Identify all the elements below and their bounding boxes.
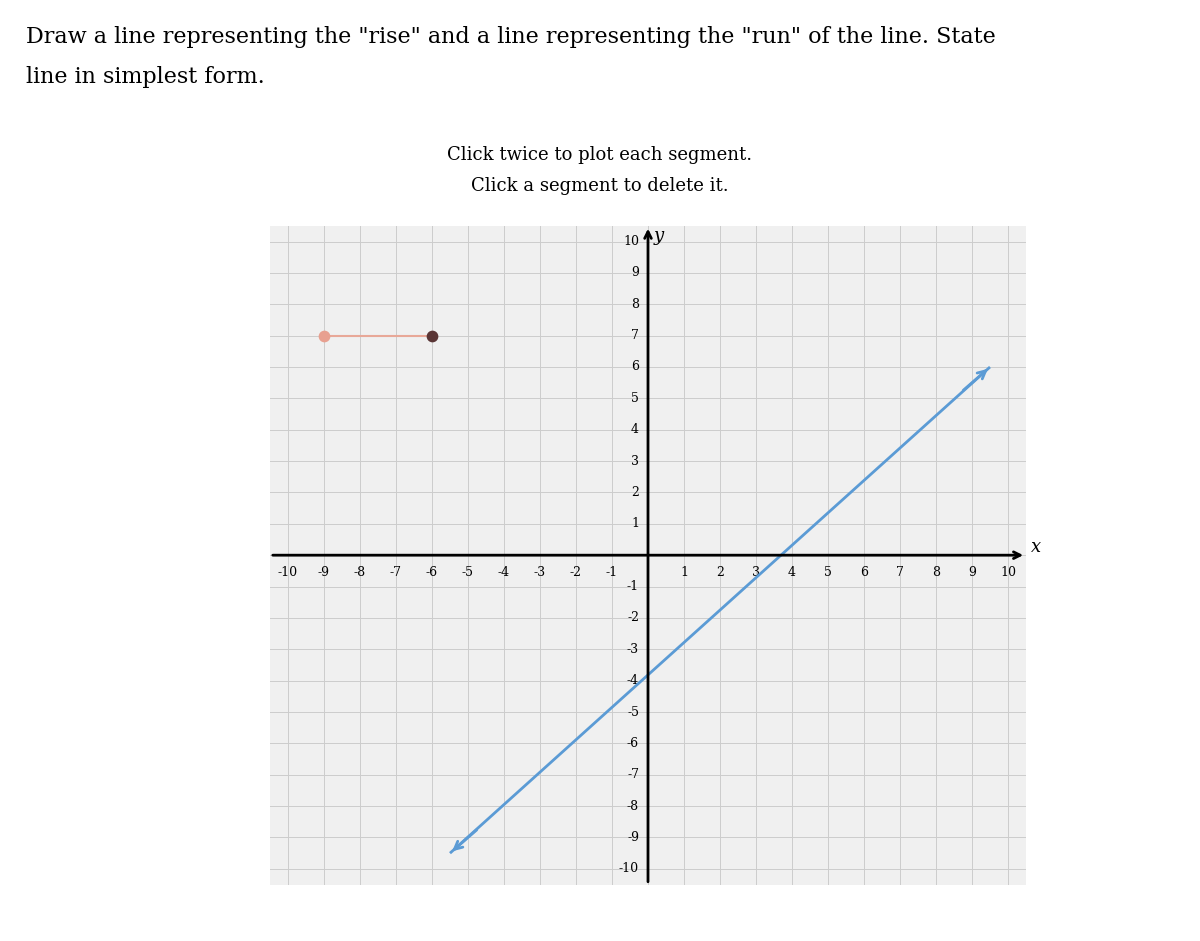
Text: -6: -6 xyxy=(626,737,640,750)
Text: -3: -3 xyxy=(534,566,546,579)
Text: 7: 7 xyxy=(896,566,904,579)
Text: 8: 8 xyxy=(932,566,940,579)
Text: line in simplest form.: line in simplest form. xyxy=(26,66,265,88)
Text: 10: 10 xyxy=(1000,566,1016,579)
Text: Click a segment to delete it.: Click a segment to delete it. xyxy=(472,177,728,195)
Text: -10: -10 xyxy=(278,566,298,579)
Text: 6: 6 xyxy=(631,360,640,374)
Text: 3: 3 xyxy=(752,566,760,579)
Text: -2: -2 xyxy=(628,612,640,625)
Text: 4: 4 xyxy=(788,566,796,579)
Text: 7: 7 xyxy=(631,329,640,343)
Text: -9: -9 xyxy=(318,566,330,579)
Text: -5: -5 xyxy=(628,706,640,719)
Text: -1: -1 xyxy=(606,566,618,579)
Text: -10: -10 xyxy=(619,862,640,875)
Text: 10: 10 xyxy=(623,235,640,248)
Text: Click twice to plot each segment.: Click twice to plot each segment. xyxy=(448,146,752,164)
Text: -1: -1 xyxy=(626,580,640,593)
Text: -7: -7 xyxy=(390,566,402,579)
Text: -7: -7 xyxy=(628,768,640,781)
Text: 8: 8 xyxy=(631,297,640,311)
Text: -4: -4 xyxy=(626,674,640,687)
Text: x: x xyxy=(1032,538,1042,556)
Text: y: y xyxy=(654,228,664,246)
Text: Draw a line representing the "rise" and a line representing the "run" of the lin: Draw a line representing the "rise" and … xyxy=(26,26,996,48)
Text: 3: 3 xyxy=(631,455,640,468)
Text: 2: 2 xyxy=(716,566,724,579)
Text: 5: 5 xyxy=(824,566,832,579)
Text: 1: 1 xyxy=(631,518,640,531)
Text: -8: -8 xyxy=(354,566,366,579)
Text: 9: 9 xyxy=(968,566,976,579)
Text: -3: -3 xyxy=(626,643,640,656)
Text: 4: 4 xyxy=(631,423,640,437)
Text: -9: -9 xyxy=(628,831,640,844)
Text: 5: 5 xyxy=(631,391,640,405)
Text: 2: 2 xyxy=(631,486,640,499)
Point xyxy=(314,328,334,343)
Text: 9: 9 xyxy=(631,266,640,279)
Text: -8: -8 xyxy=(626,800,640,813)
Text: -2: -2 xyxy=(570,566,582,579)
Text: 1: 1 xyxy=(680,566,688,579)
Text: 6: 6 xyxy=(860,566,868,579)
Point xyxy=(422,328,442,343)
Text: -4: -4 xyxy=(498,566,510,579)
Text: -6: -6 xyxy=(426,566,438,579)
Text: -5: -5 xyxy=(462,566,474,579)
